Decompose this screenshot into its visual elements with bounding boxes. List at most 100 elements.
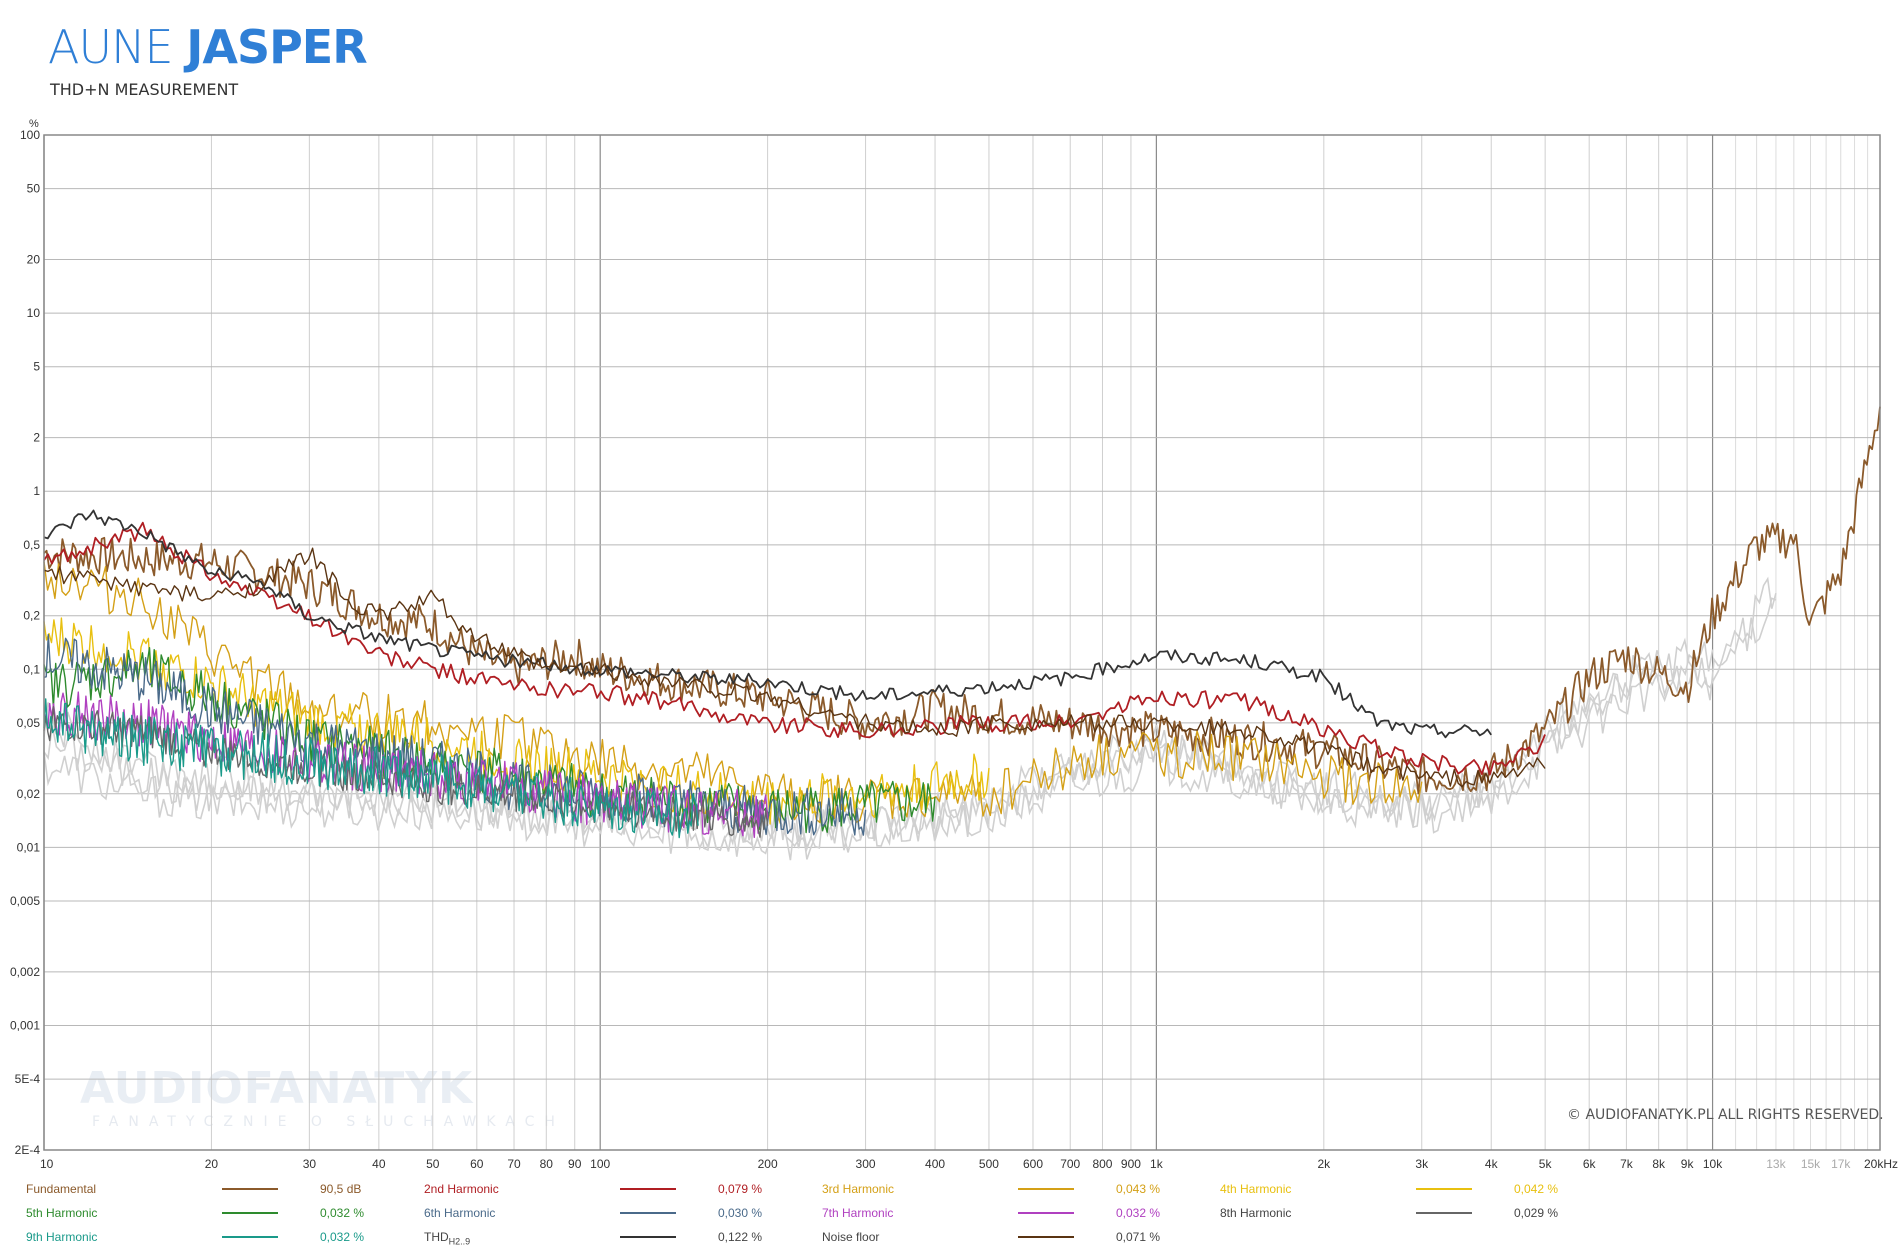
x-tick-label: 50 — [426, 1157, 440, 1171]
legend-value: 0,032 % — [320, 1206, 365, 1220]
x-tick-label: 900 — [1121, 1157, 1141, 1171]
series-line-3rd-harmonic — [43, 561, 1423, 824]
legend-swatch — [1018, 1212, 1074, 1214]
series-line-noise-floor — [43, 547, 1546, 788]
y-tick-label: 5E-4 — [15, 1072, 41, 1086]
x-tick-label: 200 — [758, 1157, 778, 1171]
series-line-7th-harmonic — [43, 691, 769, 838]
legend-label-subscript: H2..9 — [448, 1236, 471, 1247]
x-tick-label: 5k — [1539, 1157, 1553, 1171]
y-tick-label: 0,05 — [17, 716, 41, 730]
x-tick-label: 6k — [1583, 1157, 1597, 1171]
x-tick-label: 400 — [925, 1157, 945, 1171]
legend-label: 6th Harmonic — [424, 1206, 496, 1220]
legend-item-thd: THDH2..9 0,122 % — [424, 1227, 804, 1247]
legend-label: 3rd Harmonic — [822, 1182, 895, 1196]
title-brand-light: AUNE — [48, 20, 187, 74]
legend-value: 0,122 % — [718, 1230, 763, 1244]
x-tick-label: 15k — [1801, 1157, 1821, 1171]
legend-label: 8th Harmonic — [1220, 1206, 1292, 1220]
legend-swatch — [620, 1188, 676, 1190]
y-tick-label: 0,2 — [23, 609, 40, 623]
y-tick-label: 2 — [33, 431, 40, 445]
x-tick-label: 300 — [856, 1157, 876, 1171]
chart-subtitle: THD+N MEASUREMENT — [50, 80, 239, 99]
x-tick-label: 4k — [1485, 1157, 1499, 1171]
legend-swatch — [1018, 1236, 1074, 1238]
x-tick-label: 700 — [1060, 1157, 1080, 1171]
legend-item-fundamental: Fundamental 90,5 dB — [26, 1179, 406, 1199]
x-tick-label: 20 — [205, 1157, 219, 1171]
copyright-notice: © AUDIOFANATYK.PL ALL RIGHTS RESERVED. — [1567, 1107, 1884, 1123]
plot-frame — [43, 134, 1881, 1151]
y-tick-label: 5 — [33, 360, 40, 374]
legend-item-6th-harmonic: 6th Harmonic 0,030 % — [424, 1203, 804, 1223]
x-tick-label: 7k — [1620, 1157, 1634, 1171]
y-tick-label: 50 — [27, 182, 41, 196]
x-tick-label: 2k — [1317, 1157, 1331, 1171]
x-axis-ticks: 10 20 30 40 50 60 70 80 90 100 200 300 400 500 600 700 8… — [40, 1157, 1898, 1171]
x-tick-label: 9k — [1681, 1157, 1695, 1171]
x-tick-label: 30 — [303, 1157, 317, 1171]
legend-swatch — [620, 1236, 676, 1238]
gray-trace — [43, 576, 1777, 852]
y-tick-label: 0,001 — [10, 1019, 40, 1033]
x-tick-label: 60 — [470, 1157, 484, 1171]
x-tick-label: 20kHz — [1864, 1157, 1898, 1171]
y-tick-label: 0,5 — [23, 538, 40, 552]
legend-value: 0,079 % — [718, 1182, 763, 1196]
legend-item-noise-floor: Noise floor 0,071 % — [822, 1227, 1202, 1247]
legend-value: 0,029 % — [1514, 1206, 1559, 1220]
x-tick-label: 80 — [540, 1157, 554, 1171]
gray-traces — [43, 576, 1777, 861]
legend-item-3rd-harmonic: 3rd Harmonic 0,043 % — [822, 1179, 1202, 1199]
legend-swatch — [222, 1212, 278, 1214]
chart-title: AUNE JASPER — [48, 20, 368, 74]
series-line-6th-harmonic — [43, 634, 867, 836]
x-tick-label: 1k — [1150, 1157, 1164, 1171]
legend-value: 0,032 % — [320, 1230, 365, 1244]
legend-swatch — [1018, 1188, 1074, 1190]
legend-value: 0,071 % — [1116, 1230, 1161, 1244]
legend-value: 0,030 % — [718, 1206, 763, 1220]
x-tick-label: 100 — [590, 1157, 610, 1171]
series-line-9th-harmonic — [43, 698, 699, 839]
legend-swatch — [222, 1188, 278, 1190]
x-tick-label: 8k — [1652, 1157, 1666, 1171]
legend-label: THDH2..9 — [424, 1230, 471, 1247]
y-tick-label: 0,02 — [17, 787, 41, 801]
legend-label: 2nd Harmonic — [424, 1182, 499, 1196]
y-unit-label: % — [29, 118, 39, 130]
y-tick-label: 100 — [20, 128, 40, 142]
y-tick-label: 1 — [33, 484, 40, 498]
grid — [43, 134, 1881, 1151]
y-tick-label: 2E-4 — [15, 1143, 41, 1157]
legend-item-9th-harmonic: 9th Harmonic 0,032 % — [26, 1227, 406, 1247]
series-line-2nd-harmonic — [43, 521, 1546, 776]
legend-label: Noise floor — [822, 1230, 880, 1244]
x-tick-label: 70 — [507, 1157, 521, 1171]
x-tick-label: 90 — [568, 1157, 582, 1171]
legend-item-8th-harmonic: 8th Harmonic 0,029 % — [1220, 1203, 1600, 1223]
legend-label: 4th Harmonic — [1220, 1182, 1292, 1196]
legend-item-2nd-harmonic: 2nd Harmonic 0,079 % — [424, 1179, 804, 1199]
series-lines — [43, 406, 1881, 839]
x-tick-label: 13k — [1766, 1157, 1786, 1171]
watermark: AUDIOFANATYK FANATYCZNIE O SŁUCHAWKACH — [80, 1063, 565, 1130]
watermark-tagline: FANATYCZNIE O SŁUCHAWKACH — [92, 1114, 565, 1130]
series-line-5th-harmonic — [43, 647, 936, 834]
y-tick-label: 0,002 — [10, 965, 40, 979]
y-tick-label: 0,01 — [17, 840, 41, 854]
legend-value: 0,043 % — [1116, 1182, 1161, 1196]
x-tick-label: 10 — [40, 1157, 54, 1171]
series-line-fundamental — [43, 406, 1881, 795]
legend-swatch — [620, 1212, 676, 1214]
legend-value: 90,5 dB — [320, 1182, 362, 1196]
x-tick-label: 17k — [1831, 1157, 1851, 1171]
x-tick-label: 600 — [1023, 1157, 1043, 1171]
legend-label: 7th Harmonic — [822, 1206, 894, 1220]
y-tick-label: 0,005 — [10, 894, 40, 908]
x-tick-label: 40 — [372, 1157, 386, 1171]
x-tick-label: 500 — [979, 1157, 999, 1171]
